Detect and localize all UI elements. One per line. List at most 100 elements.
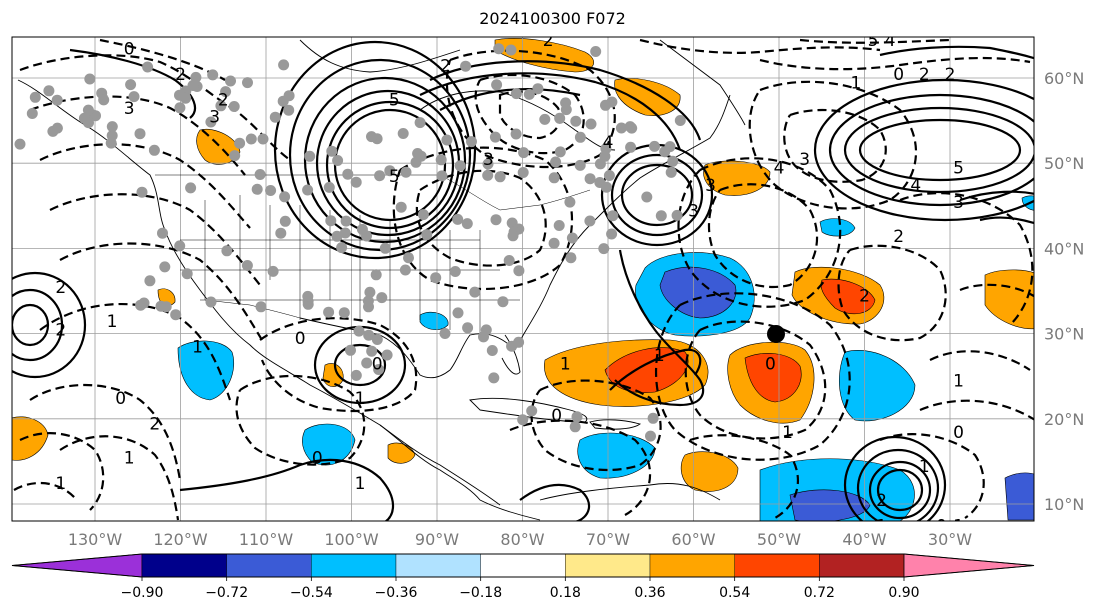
contour-value-label: 1 — [355, 474, 366, 494]
grey-marker-dot — [142, 61, 154, 73]
grey-marker-dot — [560, 104, 572, 116]
grey-marker-dot — [493, 43, 505, 55]
blue-anomaly-gulf — [419, 311, 449, 330]
red-anomaly-east — [820, 278, 876, 315]
grey-marker-dot — [569, 421, 581, 433]
colorbar-tick-label: −0.36 — [375, 585, 418, 601]
dashed-contour-sw-1 — [29, 383, 182, 481]
hispaniola — [589, 419, 642, 430]
dashed-contour-midatlantic-1 — [684, 320, 827, 440]
dashed-contour-w-1 — [59, 242, 263, 341]
grey-marker-dot — [674, 115, 686, 126]
latitude-tick-labels: 60°N 50°N 40°N 30°N 20°N 10°N — [1044, 69, 1084, 514]
solid-contour-atlantic-trough — [614, 249, 705, 407]
contour-value-label: 4 — [603, 133, 614, 153]
grey-marker-dot — [399, 264, 411, 276]
contour-value-label: 2 — [945, 65, 956, 85]
dashed-contour-top-4 — [799, 38, 951, 44]
grey-marker-dot — [43, 85, 55, 97]
map-background — [12, 37, 1034, 521]
grey-marker-dot — [278, 59, 290, 71]
grey-marker-dot — [185, 182, 197, 194]
grey-marker-dot — [138, 297, 150, 309]
grey-marker-dot — [331, 230, 343, 242]
grey-marker-dot — [370, 269, 382, 281]
grey-marker-dot — [460, 60, 472, 72]
dashed-contour-hudson-2 — [474, 73, 585, 155]
solid-contour-low-northcentral — [273, 40, 477, 260]
grey-marker-dot — [584, 173, 596, 185]
dashed-contour-nw-4 — [49, 193, 261, 286]
grey-marker-dot — [366, 131, 377, 143]
grey-marker-dot — [221, 245, 233, 257]
grey-marker-dot — [339, 227, 351, 239]
grey-marker-dot — [625, 141, 637, 153]
contour-value-label: 2 — [149, 414, 160, 434]
colorbar-swatch — [649, 553, 735, 578]
grey-marker-dot — [601, 181, 612, 193]
contour-value-label: 3 — [799, 150, 810, 170]
grey-marker-dot — [513, 265, 525, 277]
contour-value-label: 4 — [910, 176, 921, 196]
orange-anomaly-newfoundland — [703, 160, 771, 196]
contour-value-label: 4 — [885, 31, 896, 51]
us-mexico-border — [204, 299, 301, 319]
grey-marker-dot — [510, 88, 522, 100]
contour-value-label: 3 — [705, 176, 716, 196]
grey-marker-dot — [279, 191, 291, 203]
grey-marker-dot — [84, 73, 96, 85]
grey-marker-dot — [254, 169, 266, 180]
grey-marker-dot — [571, 411, 583, 423]
contour-value-label: 2 — [55, 321, 66, 341]
grey-marker-dot — [174, 102, 186, 114]
contour-value-label: 2 — [893, 227, 904, 247]
contour-value-label: 1 — [124, 448, 135, 468]
grey-marker-dot — [187, 80, 199, 91]
blue-anomaly-atlantic-small — [819, 218, 856, 237]
grey-marker-dot — [366, 345, 378, 357]
grey-marker-dot — [494, 171, 506, 183]
contour-value-label: 5 — [389, 167, 400, 187]
contour-value-label: 1 — [919, 457, 930, 477]
grey-marker-dot — [356, 223, 368, 235]
dashed-contour-gulf-2 — [235, 374, 366, 466]
grey-marker-dot — [507, 230, 519, 242]
grey-marker-dot — [228, 101, 240, 112]
grey-marker-dot — [441, 134, 453, 146]
orange-anomaly-fareast — [984, 269, 1034, 330]
colorbar-swatch — [226, 553, 312, 578]
grey-marker-dot — [430, 272, 442, 284]
contour-value-label: 2 — [859, 287, 870, 307]
solid-contour-north-2 — [419, 72, 682, 151]
grey-marker-dot — [257, 133, 269, 145]
latitude-tick-label: 30°N — [1044, 325, 1084, 344]
orange-anomaly-tropical — [680, 451, 739, 492]
grey-marker-dot — [384, 165, 396, 177]
grey-marker-dot — [603, 170, 615, 181]
colorbar-tick-label: 0.18 — [550, 585, 581, 601]
colorbar-swatch — [819, 553, 905, 578]
solid-contours — [12, 40, 1034, 521]
grey-marker-dot — [205, 116, 217, 128]
grey-marker-dot — [489, 131, 501, 143]
grey-marker-dot — [181, 268, 193, 280]
grey-marker-dot — [379, 242, 391, 254]
contour-value-label: 5 — [389, 91, 400, 111]
grey-marker-dot — [574, 159, 586, 171]
contour-value-label: 2 — [55, 278, 66, 298]
grey-marker-dot — [510, 128, 522, 140]
solid-contour-caribbean-loop — [609, 348, 702, 391]
colorbar-tick-label: −0.54 — [290, 585, 333, 601]
contour-value-label: 2 — [945, 22, 956, 42]
grey-marker-dot — [376, 292, 388, 304]
solid-contour-low-tropical — [843, 435, 947, 521]
grey-marker-dot — [585, 118, 597, 130]
colorbar-tick-label: 0.54 — [719, 585, 750, 601]
grey-marker-dot — [482, 169, 494, 181]
contour-value-label: 5 — [953, 159, 964, 179]
solid-contour-south-tropical — [519, 483, 591, 521]
grey-marker-dot — [174, 89, 185, 101]
grey-marker-dot — [523, 88, 535, 100]
grey-marker-dot — [82, 104, 94, 116]
colorbar-swatch — [565, 553, 651, 578]
